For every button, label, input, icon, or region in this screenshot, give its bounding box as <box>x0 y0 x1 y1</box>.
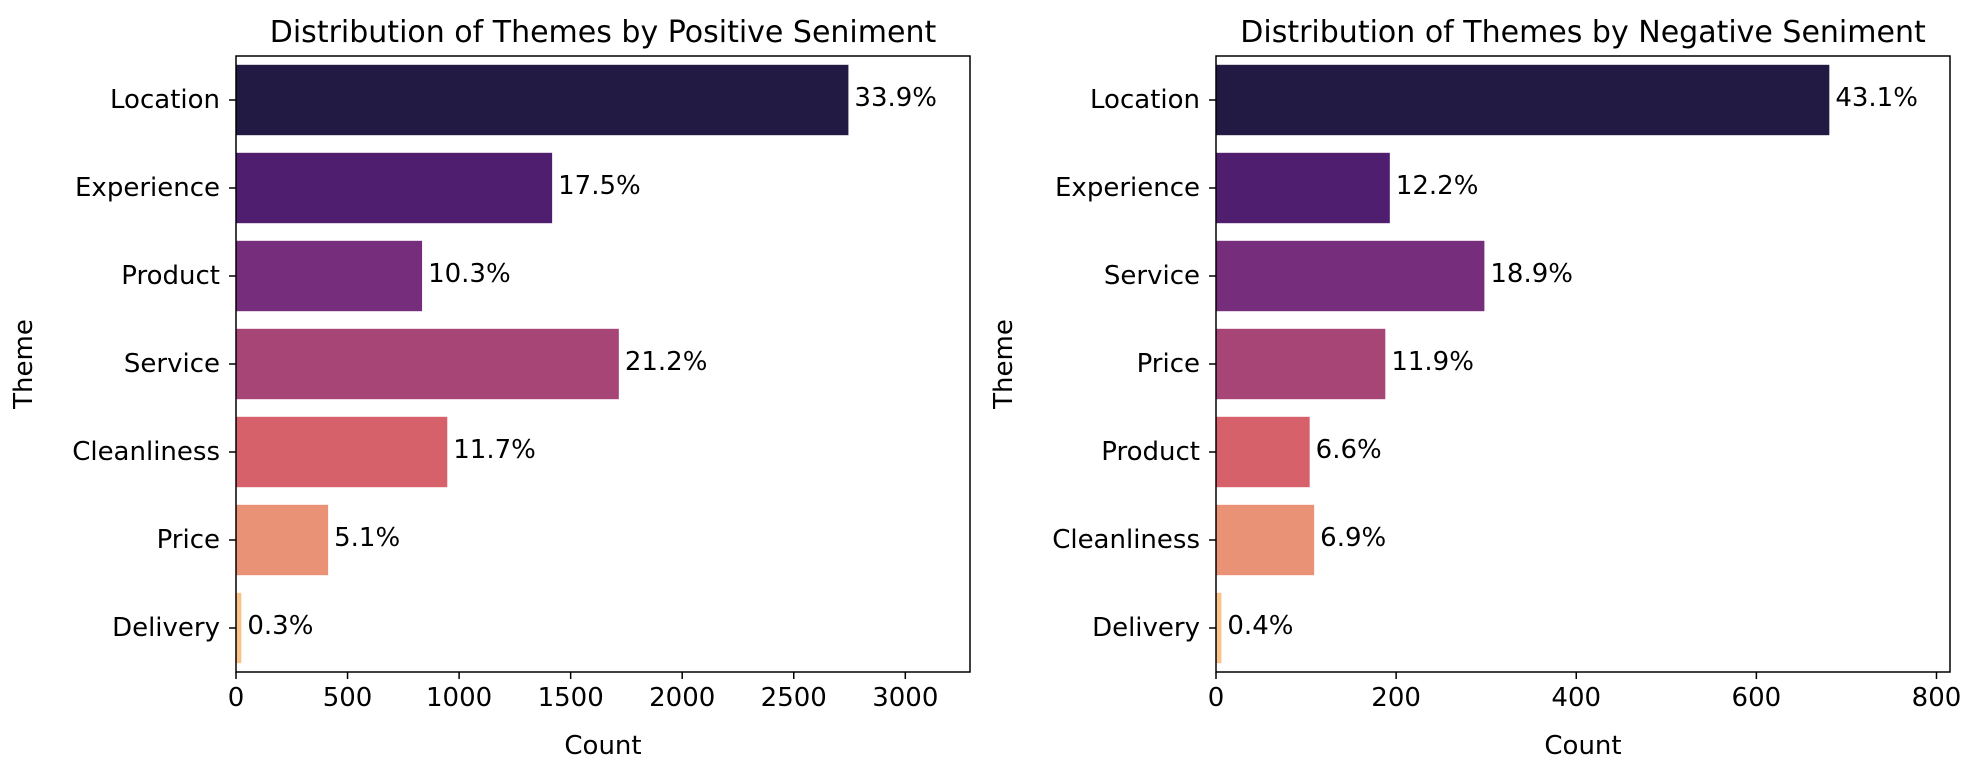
y-tick-label: Product <box>121 261 220 291</box>
y-tick-label: Price <box>1137 349 1200 379</box>
x-tick-label: 1500 <box>538 683 604 713</box>
data-label: 0.4% <box>1227 611 1293 641</box>
data-label: 17.5% <box>558 171 641 201</box>
chart-title: Distribution of Themes by Negative Senim… <box>1240 15 1926 50</box>
y-tick-label: Delivery <box>112 613 220 643</box>
plot-frame <box>235 55 971 673</box>
y-axis-label: Theme <box>9 319 39 410</box>
y-tick-label: Service <box>124 349 220 379</box>
data-label: 43.1% <box>1835 83 1918 113</box>
x-tick-label: 2500 <box>761 683 827 713</box>
data-label: 6.6% <box>1316 435 1382 465</box>
x-tick-label: 800 <box>1912 683 1962 713</box>
bar <box>1216 152 1390 224</box>
data-label: 18.9% <box>1490 259 1573 289</box>
x-tick-label: 2000 <box>649 683 715 713</box>
bar <box>1216 416 1310 488</box>
bar <box>236 152 553 224</box>
y-tick-label: Price <box>157 525 220 555</box>
data-label: 6.9% <box>1320 523 1386 553</box>
y-tick-label: Service <box>1104 261 1200 291</box>
y-tick-label: Product <box>1101 437 1200 467</box>
x-axis-label: Count <box>1544 731 1621 761</box>
x-tick-label: 400 <box>1551 683 1601 713</box>
x-tick-label: 600 <box>1732 683 1782 713</box>
bar <box>236 64 849 136</box>
y-axis-label: Theme <box>989 319 1019 410</box>
x-tick-label: 0 <box>228 683 245 713</box>
y-tick-label: Cleanliness <box>72 437 220 467</box>
bar <box>236 416 448 488</box>
y-tick-label: Cleanliness <box>1052 525 1200 555</box>
x-tick-label: 3000 <box>872 683 938 713</box>
data-label: 11.7% <box>453 435 536 465</box>
data-label: 10.3% <box>428 259 511 289</box>
bar <box>1216 504 1315 576</box>
bar <box>1216 240 1485 312</box>
bar <box>1216 64 1830 136</box>
data-label: 12.2% <box>1396 171 1479 201</box>
bar <box>1216 592 1222 664</box>
data-label: 21.2% <box>625 347 708 377</box>
x-tick-label: 500 <box>323 683 373 713</box>
x-tick-label: 0 <box>1208 683 1225 713</box>
y-tick-label: Experience <box>1055 173 1200 203</box>
bar <box>1216 328 1386 400</box>
chart-title: Distribution of Themes by Positive Senim… <box>270 15 937 50</box>
data-label: 33.9% <box>854 83 937 113</box>
bar <box>236 240 423 312</box>
chart-positive-sentiment: Distribution of Themes by Positive Senim… <box>9 15 971 761</box>
data-label: 5.1% <box>334 523 400 553</box>
y-tick-label: Location <box>110 85 220 115</box>
data-label: 0.3% <box>247 611 313 641</box>
bar <box>236 504 329 576</box>
bar <box>236 328 619 400</box>
y-tick-label: Location <box>1090 85 1200 115</box>
data-label: 11.9% <box>1391 347 1474 377</box>
plot-frame <box>1215 55 1951 673</box>
x-axis-label: Count <box>564 731 641 761</box>
y-tick-label: Delivery <box>1092 613 1200 643</box>
y-tick-label: Experience <box>75 173 220 203</box>
bar <box>236 592 242 664</box>
x-tick-label: 1000 <box>426 683 492 713</box>
chart-negative-sentiment: Distribution of Themes by Negative Senim… <box>989 15 1961 761</box>
x-tick-label: 200 <box>1371 683 1421 713</box>
